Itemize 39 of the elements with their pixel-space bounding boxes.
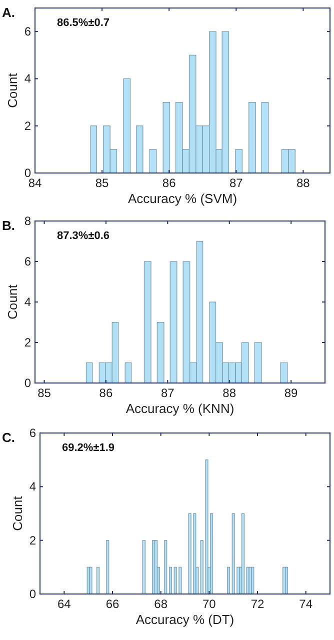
x-tick-label: 86	[99, 386, 113, 400]
y-tick-label: 2	[29, 533, 36, 548]
y-axis-title: Count	[5, 284, 20, 320]
x-tick-label: 88	[296, 176, 310, 190]
y-tick-label: 2	[24, 336, 32, 350]
y-tick-label: 6	[24, 24, 32, 39]
y-axis-title: Count	[10, 496, 25, 531]
chart-title: A.	[2, 5, 15, 20]
x-tick-label: 74	[299, 597, 313, 611]
y-tick-label: 4	[24, 295, 32, 309]
y-tick-label: 4	[29, 480, 36, 494]
x-tick-label: 85	[38, 386, 52, 400]
x-tick-label: 86	[162, 176, 176, 190]
chart-title: B.	[2, 218, 15, 233]
annotation: 87.3%±0.6	[57, 230, 110, 242]
x-axis-title: Accuracy % (SVM)	[128, 191, 238, 206]
y-tick-label: 0	[24, 376, 32, 390]
y-tick-label: 6	[24, 254, 32, 268]
x-tick-label: 66	[106, 597, 120, 611]
y-axis-title: Count	[5, 72, 20, 108]
x-tick-label: 88	[222, 386, 236, 400]
x-tick-label: 87	[160, 386, 175, 400]
y-tick-label: 6	[29, 426, 36, 440]
y-tick-label: 4	[24, 72, 32, 86]
x-tick-label: 68	[154, 597, 168, 611]
annotation: 86.5%±0.7	[57, 17, 110, 29]
y-tick-label: 8	[24, 214, 32, 228]
x-axis-title: Accuracy % (KNN)	[126, 401, 234, 416]
chart-title: C.	[2, 430, 15, 445]
x-tick-label: 89	[284, 386, 298, 400]
y-tick-label: 0	[29, 587, 36, 601]
y-tick-label: 2	[24, 118, 32, 133]
x-axis-title: Accuracy % (DT)	[136, 612, 234, 627]
x-tick-label: 70	[202, 597, 216, 611]
x-tick-label: 87	[229, 176, 244, 190]
annotation: 69.2%±1.9	[62, 442, 115, 454]
x-tick-label: 64	[57, 597, 72, 611]
x-tick-label: 72	[250, 597, 264, 611]
x-tick-label: 85	[95, 176, 110, 190]
